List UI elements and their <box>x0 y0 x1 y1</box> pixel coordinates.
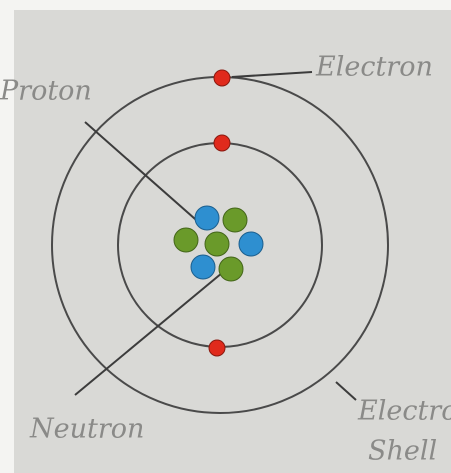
neutron-label: Neutron <box>29 414 144 445</box>
proton <box>239 232 263 256</box>
shell-label: Shell <box>368 436 437 467</box>
neutron <box>205 232 229 256</box>
proton <box>191 255 215 279</box>
proton-label: Proton <box>0 76 92 107</box>
electron <box>209 340 225 356</box>
atom-diagram: Proton Electron Neutron Electron Shell <box>0 0 451 473</box>
neutron <box>219 257 243 281</box>
shell-label: Electron <box>357 396 451 427</box>
electron-label: Electron <box>315 52 433 83</box>
neutron <box>223 208 247 232</box>
electron <box>214 70 230 86</box>
electron <box>214 135 230 151</box>
neutron <box>174 228 198 252</box>
proton <box>195 206 219 230</box>
